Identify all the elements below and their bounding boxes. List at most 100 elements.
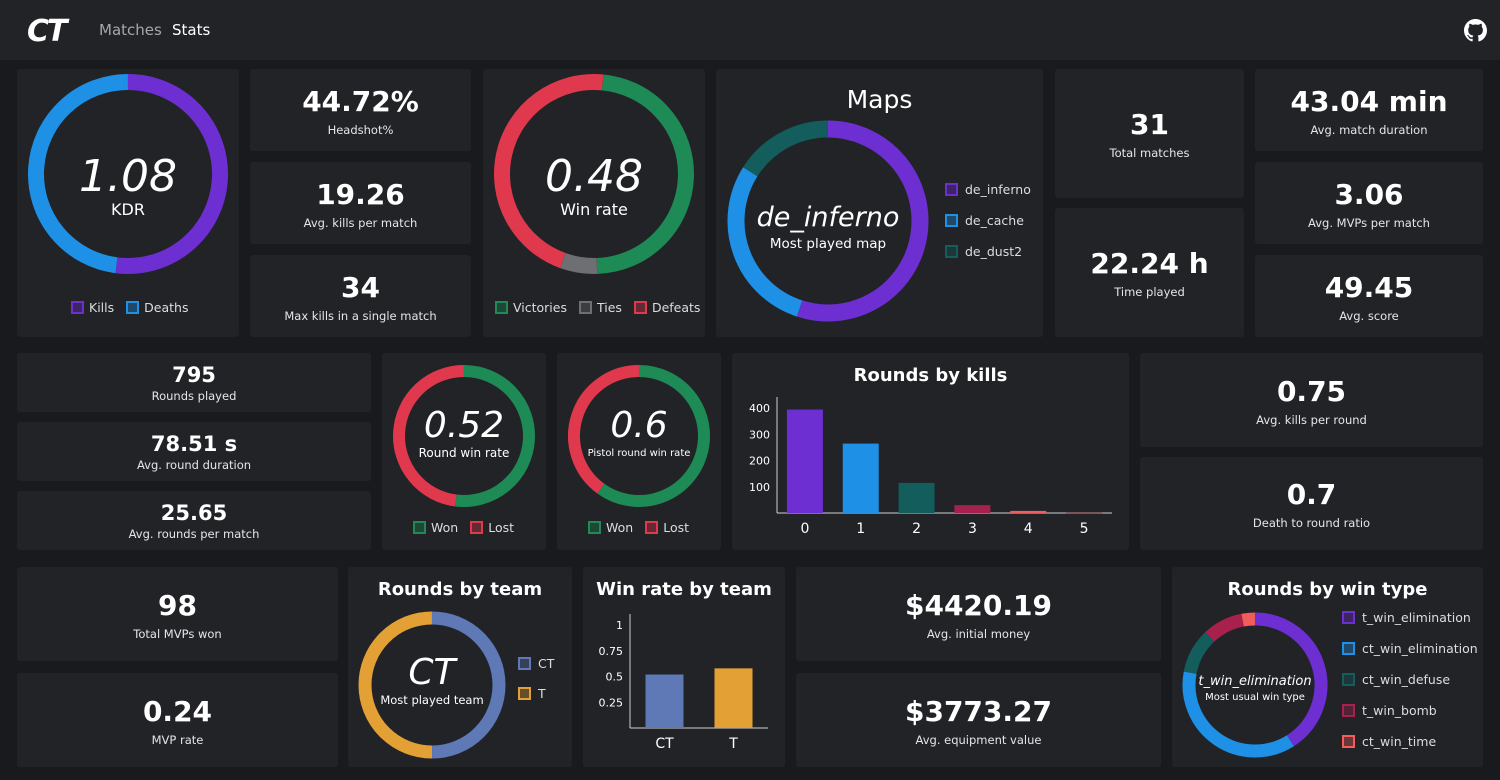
rounds-played-label: Rounds played [151,389,237,404]
legend-lost-label: Lost [488,520,515,535]
kills-per-round-value: 0.75 [1276,374,1347,408]
deaths-swatch [126,301,140,314]
legend-round-won[interactable]: Won [413,520,458,535]
legend-deaths[interactable]: Deaths [126,300,188,315]
initial-money-card: $4420.19 Avg. initial money [796,567,1161,661]
legend-ties[interactable]: Ties [579,300,622,315]
t-segment[interactable] [358,611,433,759]
legend-ct-win-elimination[interactable]: ct_win_elimination [1342,641,1478,656]
legend-de-cache[interactable]: de_cache [945,213,1031,228]
ct-win-elimination-segment[interactable] [1182,671,1294,758]
legend-ct-win-time-label: ct_win_time [1362,734,1437,749]
t-win-elimination-swatch [1342,611,1355,624]
win-rate-card: 0.48 Win rate Victories Ties Defeats [483,69,705,337]
maps-donut [727,120,929,322]
bar-5[interactable] [1066,512,1103,514]
bar-1[interactable] [842,443,879,513]
de-cache-segment[interactable] [727,167,803,317]
t-win-elimination-segment[interactable] [1254,612,1328,747]
rounds-per-match-card: 25.65 Avg. rounds per match [17,491,371,550]
won-segment[interactable] [597,365,710,507]
total-matches-card: 31 Total matches [1055,69,1244,198]
app-logo[interactable]: CT [27,14,68,49]
y-tick-label: 0.75 [599,645,624,658]
kdr-donut [28,74,228,274]
headshot-card: 44.72% Headshot% [250,69,471,151]
bar-0[interactable] [786,409,823,513]
legend-de-inferno-label: de_inferno [965,182,1031,197]
rounds-by-kills-card: Rounds by kills 100 200 300 400 0 1 2 3 4 5 [732,353,1129,550]
ct-win-time-segment[interactable] [1241,612,1256,627]
nav-matches[interactable]: Matches [99,21,162,39]
legend-kills[interactable]: Kills [71,300,114,315]
t-win-bomb-segment[interactable] [1205,613,1245,642]
ct-win-time-swatch [1342,735,1355,748]
legend-ct-win-defuse[interactable]: ct_win_defuse [1342,672,1478,687]
y-tick-label: 0.25 [599,696,624,709]
nav-stats[interactable]: Stats [172,21,211,39]
rounds-by-kills-title: Rounds by kills [853,365,1008,386]
legend-t-win-elimination[interactable]: t_win_elimination [1342,610,1478,625]
legend-t-win-bomb-label: t_win_bomb [1362,703,1437,718]
bar-T[interactable] [714,668,753,728]
pistol-win-donut [568,365,710,507]
bar-CT[interactable] [645,674,684,728]
legend-de-dust2[interactable]: de_dust2 [945,244,1031,259]
legend-victories[interactable]: Victories [495,300,567,315]
kdr-label: KDR [111,200,145,219]
legend-won-label: Won [606,520,634,535]
win-rate-label: Win rate [560,200,628,219]
bar-2[interactable] [898,482,935,513]
bar-3[interactable] [954,505,991,513]
lost-swatch [645,521,659,534]
maps-label: Most played map [769,236,887,252]
legend-pistol-lost[interactable]: Lost [645,520,689,535]
avg-mvps-card: 3.06 Avg. MVPs per match [1255,162,1483,244]
won-segment[interactable] [455,365,535,507]
de-dust2-segment[interactable] [743,120,829,177]
death-ratio-card: 0.7 Death to round ratio [1140,457,1483,550]
legend-defeats[interactable]: Defeats [633,300,700,315]
avg-score-card: 49.45 Avg. score [1255,255,1483,337]
legend-t-label: T [538,686,546,701]
lost-segment[interactable] [568,365,640,494]
rounds-by-team-label: Most played team [380,693,484,707]
legend-t[interactable]: T [518,686,554,701]
legend-pistol-won[interactable]: Won [588,520,633,535]
total-matches-label: Total matches [1109,146,1190,160]
de-inferno-swatch [945,183,958,196]
defeats-segment[interactable] [494,74,604,269]
de-inferno-segment[interactable] [797,120,929,322]
equipment-value-label: Avg. equipment value [915,732,1042,747]
rounds-by-team-value: CT [408,652,456,693]
round-duration-value: 78.51 s [150,431,238,456]
rounds-played-value: 795 [172,362,216,387]
legend-ct-win-defuse-label: ct_win_defuse [1362,672,1451,687]
victories-segment[interactable] [596,74,694,274]
legend-kills-label: Kills [89,300,115,315]
bar-4[interactable] [1010,510,1047,513]
github-icon[interactable] [1464,19,1487,42]
legend-t-win-elimination-label: t_win_elimination [1362,610,1471,625]
legend-victories-label: Victories [513,300,567,315]
legend-ct-win-time[interactable]: ct_win_time [1342,734,1478,749]
y-tick-label: 100 [749,481,770,494]
deaths-segment[interactable] [28,74,129,274]
x-tick-label: 3 [968,521,977,537]
legend-de-inferno[interactable]: de_inferno [945,182,1031,197]
legend-ct-label: CT [538,656,555,671]
mvp-rate-card: 0.24 MVP rate [17,673,338,767]
rounds-by-team-title: Rounds by team [377,579,543,600]
initial-money-label: Avg. initial money [926,626,1031,641]
ct-win-defuse-segment[interactable] [1183,632,1215,675]
lost-segment[interactable] [393,365,465,507]
ct-segment[interactable] [431,611,506,759]
ties-segment[interactable] [560,252,598,274]
legend-t-win-bomb[interactable]: t_win_bomb [1342,703,1478,718]
legend-round-lost[interactable]: Lost [470,520,514,535]
legend-lost-label: Lost [663,520,690,535]
kills-segment[interactable] [115,74,228,274]
maps-value: de_inferno [756,202,900,233]
legend-ct[interactable]: CT [518,656,554,671]
defeats-swatch [633,301,647,314]
